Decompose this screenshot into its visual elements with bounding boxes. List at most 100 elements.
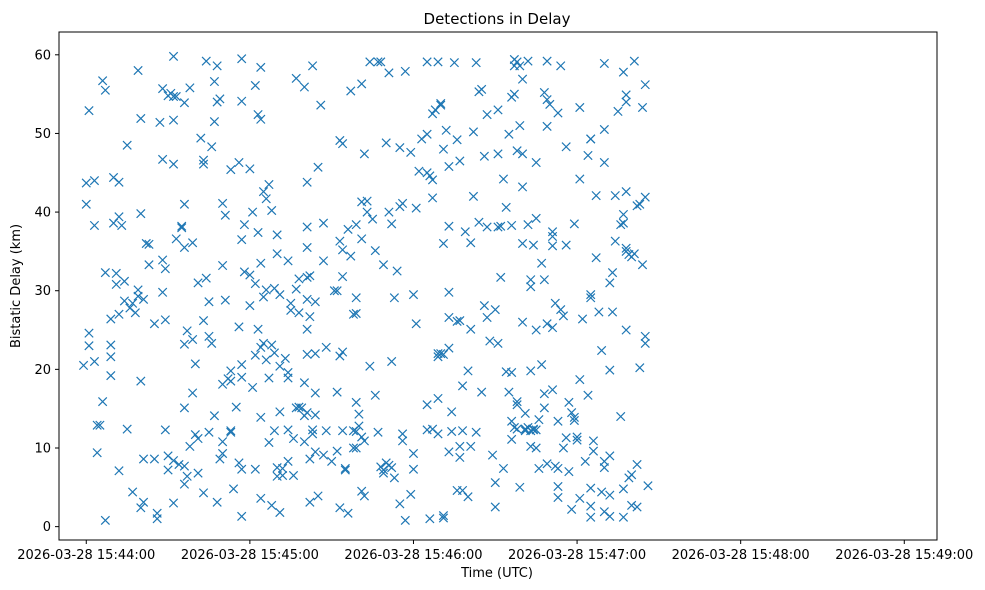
data-point [362,196,372,206]
data-point [517,317,528,327]
data-point [114,309,124,319]
data-point [256,342,266,352]
data-point [305,497,315,507]
data-point [239,267,250,277]
data-point [190,359,200,369]
data-point [305,312,315,322]
data-point [92,420,102,430]
data-point [490,477,500,488]
data-point [182,326,192,336]
data-point [384,207,394,217]
data-point [515,482,525,492]
data-point [466,324,476,334]
data-point [542,459,552,469]
data-point [343,508,353,518]
data-point [542,56,552,66]
x-tick-label: 2026-03-28 15:46:00 [344,548,482,563]
data-point [177,221,187,231]
data-point [618,484,629,494]
data-point [144,239,154,249]
data-point [433,393,443,404]
data-point [168,51,179,62]
y-tick-label: 50 [34,127,51,142]
data-point [438,510,449,521]
data-point [111,268,121,279]
data-point [487,450,498,460]
data-point [81,199,91,209]
data-point [436,349,446,359]
data-point [204,331,214,341]
data-point [365,57,375,67]
x-tick-label: 2026-03-28 15:47:00 [508,548,646,563]
data-point [269,426,280,436]
data-point [357,486,367,496]
data-point [299,82,310,92]
data-point [558,311,569,321]
data-point [406,147,416,157]
data-point [117,220,127,231]
data-point [277,463,288,474]
data-point [539,403,549,413]
data-point [122,424,132,434]
data-point [572,432,582,442]
data-point [626,470,637,480]
data-point [275,361,285,371]
data-point [509,89,519,99]
data-point [586,290,596,300]
data-point [599,157,609,168]
data-point [302,349,312,360]
data-point [605,451,615,461]
data-point [605,278,615,288]
data-point [299,378,310,388]
data-point [433,429,443,439]
data-point [302,177,312,187]
data-point [433,57,443,67]
data-point [332,387,342,397]
y-tick-label: 60 [34,48,51,63]
data-point [275,507,285,518]
data-point [179,98,190,108]
data-point [209,411,220,421]
data-point [468,191,479,201]
data-point [397,429,408,439]
data-point [501,202,511,212]
data-point [256,493,266,503]
data-point [302,294,312,304]
data-point [376,57,386,67]
data-point [302,324,312,334]
data-point [452,316,462,327]
data-point [201,56,211,66]
data-point [100,515,110,525]
data-point [526,282,536,292]
data-point [493,149,503,159]
data-point [275,290,285,300]
data-point [594,307,604,317]
data-point [163,465,173,475]
data-point [283,456,293,466]
data-point [640,338,650,349]
data-point [389,473,400,483]
data-point [111,279,121,290]
data-point [327,456,337,466]
data-point [136,376,146,386]
data-point [479,301,489,311]
data-point [572,435,582,445]
data-point [566,504,577,514]
data-point [599,463,609,473]
data-point [174,459,184,470]
data-point [449,58,459,68]
data-point [335,503,345,513]
data-point [305,454,315,464]
data-point [231,402,241,412]
data-point [354,409,364,419]
data-point [340,465,350,475]
data-point [575,174,585,184]
data-point [613,106,623,117]
data-point [237,54,247,64]
data-point [106,371,116,381]
data-point [640,331,650,341]
data-point [340,463,350,474]
data-point [215,94,225,104]
